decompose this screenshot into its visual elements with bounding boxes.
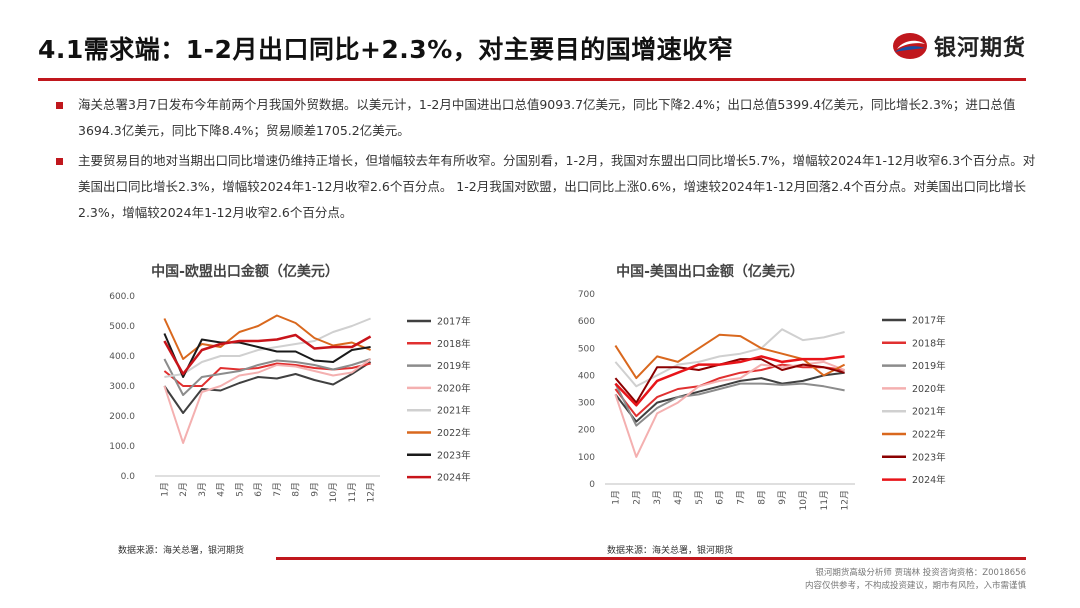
x-tick-label: 9月 (777, 490, 788, 505)
x-tick-label: 12月 (366, 482, 377, 502)
chart-eu-svg: 中国-欧盟出口金额（亿美元） 0.0 100.0 200.0 300.0 400.0 500… (109, 263, 471, 502)
series-line-2021年 (614, 328, 845, 388)
bullet-item: 主要贸易目的地对当期出口同比增速仍维持正增长，但增幅较去年有所收窄。分国别看，1… (56, 148, 1036, 226)
series-line-2023年 (614, 358, 845, 404)
x-tick-label: 1月 (610, 490, 621, 505)
chart-us-exports: 中国-美国出口金额（亿美元） 0 100 200 300 400 500 600 700 1月 2月… (560, 258, 960, 552)
x-tick-label: 8月 (291, 482, 302, 497)
chart-us-svg: 中国-美国出口金额（亿美元） 0 100 200 300 400 500 600 700 1月 2月… (578, 263, 946, 510)
legend-label: 2021年 (437, 405, 471, 417)
legend-label: 2024年 (912, 474, 946, 486)
y-tick-label: 300.0 (109, 382, 135, 392)
legend-label: 2021年 (912, 406, 946, 418)
bullet-square-icon (56, 102, 63, 109)
series-line-2017年 (163, 361, 372, 414)
legend-label: 2017年 (912, 315, 946, 327)
x-tick-label: 10月 (328, 482, 339, 502)
y-tick-label: 600.0 (109, 292, 135, 302)
y-tick-label: 0 (589, 480, 595, 490)
x-tick-label: 9月 (309, 482, 320, 497)
series-line-2024年 (614, 355, 845, 407)
series-line-2024年 (163, 333, 372, 376)
legend-label: 2018年 (437, 338, 471, 350)
logo: 银河期货 (892, 30, 1026, 62)
y-tick-label: 600 (578, 317, 595, 327)
series-line-2017年 (614, 371, 845, 423)
legend-label: 2022年 (437, 427, 471, 439)
legend-label: 2017年 (437, 316, 471, 328)
bullet-text: 海关总署3月7日发布今年前两个月我国外贸数据。以美元计，1-2月中国进出口总值9… (78, 97, 1016, 138)
x-tick-label: 5月 (234, 482, 245, 497)
y-tick-label: 300 (578, 399, 595, 409)
x-tick-label: 11月 (819, 490, 830, 510)
logo-text: 银河期货 (933, 36, 1026, 61)
legend-label: 2019年 (912, 360, 946, 372)
chart-title: 中国-美国出口金额（亿美元） (616, 263, 804, 280)
x-tick-label: 12月 (840, 490, 851, 510)
x-tick-label: 2月 (631, 490, 642, 505)
x-tick-label: 3月 (652, 490, 663, 505)
title-divider (38, 78, 1026, 81)
bottom-divider (276, 557, 1026, 560)
legend-label: 2024年 (437, 472, 471, 484)
x-tick-label: 1月 (159, 482, 170, 497)
y-tick-label: 200.0 (109, 412, 135, 422)
y-tick-label: 0.0 (121, 472, 136, 482)
y-tick-label: 400 (578, 371, 595, 381)
y-tick-label: 100.0 (109, 442, 135, 452)
y-tick-label: 100 (578, 453, 595, 463)
x-tick-label: 7月 (272, 482, 283, 497)
x-tick-label: 8月 (756, 490, 767, 505)
y-tick-label: 500 (578, 344, 595, 354)
x-tick-label: 7月 (735, 490, 746, 505)
series-line-2022年 (614, 333, 846, 380)
x-tick-label: 6月 (253, 482, 264, 497)
x-tick-label: 6月 (715, 490, 726, 505)
footer: 银河期货高级分析师 贾瑞林 投资咨询资格：Z0018656 内容仅供参考，不构成… (805, 567, 1026, 593)
galaxy-logo-icon (892, 33, 927, 59)
footer-disclaimer: 内容仅供参考，不构成投资建议，期市有风险，入市需谨慎 (804, 581, 1026, 591)
legend-label: 2018年 (912, 337, 946, 349)
legend-label: 2022年 (912, 429, 946, 441)
footer-analyst: 银河期货高级分析师 贾瑞林 投资咨询资格：Z0018656 (815, 568, 1026, 578)
y-tick-label: 500.0 (109, 322, 135, 332)
y-tick-label: 700 (578, 290, 595, 300)
x-tick-label: 3月 (197, 482, 208, 497)
bullet-list: 海关总署3月7日发布今年前两个月我国外贸数据。以美元计，1-2月中国进出口总值9… (56, 92, 1036, 230)
chart-eu-exports: 中国-欧盟出口金额（亿美元） 0.0 100.0 200.0 300.0 400.0 500… (95, 258, 495, 552)
x-tick-label: 11月 (347, 482, 358, 502)
bullet-item: 海关总署3月7日发布今年前两个月我国外贸数据。以美元计，1-2月中国进出口总值9… (56, 92, 1036, 144)
y-tick-label: 200 (578, 426, 595, 436)
chart-title: 中国-欧盟出口金额（亿美元） (151, 263, 339, 280)
x-tick-label: 5月 (694, 490, 705, 505)
series-line-2019年 (614, 382, 845, 427)
legend-label: 2020年 (437, 382, 471, 394)
series-line-2018年 (614, 363, 845, 418)
x-tick-label: 4月 (673, 490, 684, 505)
x-tick-label: 2月 (178, 482, 189, 497)
legend-label: 2023年 (912, 451, 946, 463)
legend-label: 2023年 (437, 449, 471, 461)
y-tick-label: 400.0 (109, 352, 135, 362)
series-line-2023年 (163, 333, 371, 378)
series-line-2020年 (163, 358, 372, 444)
chart-source-eu: 数据来源：海关总署，银河期货 (118, 546, 245, 556)
series-line-2019年 (163, 358, 371, 396)
x-tick-label: 4月 (216, 482, 227, 497)
legend-label: 2019年 (437, 360, 471, 372)
page-title: 4.1需求端：1-2月出口同比+2.3%，对主要目的国增速收窄 (38, 35, 734, 64)
x-tick-label: 10月 (798, 490, 809, 510)
legend-label: 2020年 (912, 383, 946, 395)
bullet-square-icon (56, 158, 63, 165)
bullet-text: 主要贸易目的地对当期出口同比增速仍维持正增长，但增幅较去年有所收窄。分国别看，1… (78, 153, 1036, 220)
chart-source-us: 数据来源：海关总署，银河期货 (607, 546, 734, 556)
